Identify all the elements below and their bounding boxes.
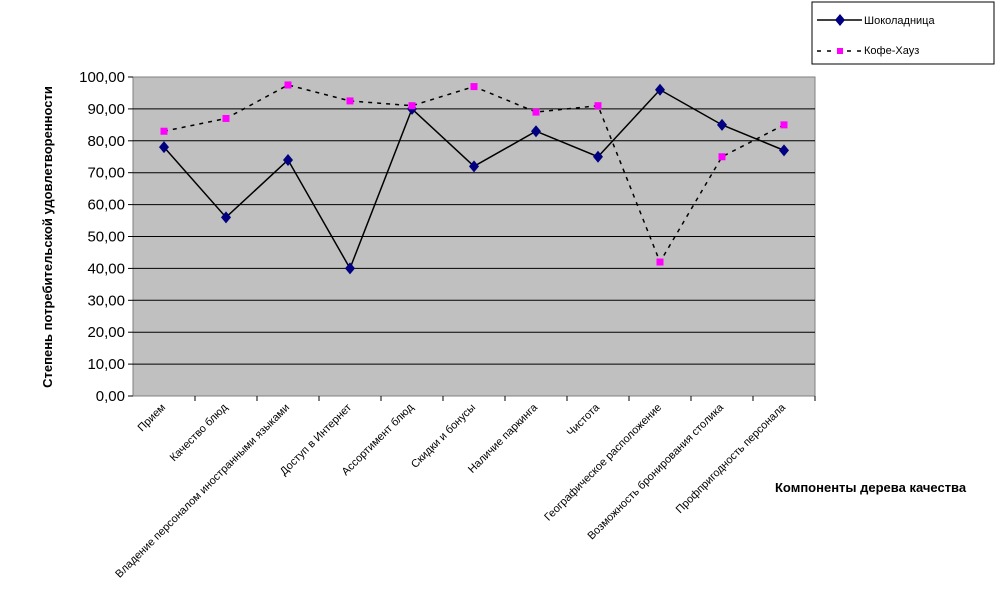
data-point-square: [780, 121, 788, 129]
data-point-square: [532, 108, 540, 116]
data-point-square: [408, 102, 416, 110]
data-point-diamond: [469, 160, 479, 173]
x-tick-label: Качество блюд: [168, 401, 231, 464]
data-point-square: [656, 258, 664, 266]
x-tick-label: Географическое расположение: [542, 402, 664, 524]
data-point-diamond: [531, 125, 541, 138]
y-tick-label: 50,00: [87, 229, 125, 246]
data-point-square: [346, 97, 354, 105]
y-tick-label: 60,00: [87, 197, 125, 214]
y-tick-label: 100,00: [79, 69, 125, 86]
legend: Шоколадница Кофе-Хауз: [811, 1, 995, 65]
y-tick-label: 20,00: [87, 324, 125, 341]
legend-label-shokoladnitsa: Шоколадница: [864, 15, 935, 27]
data-point-square: [284, 81, 292, 89]
data-point-diamond: [159, 141, 169, 154]
y-tick-label: 70,00: [87, 165, 125, 182]
x-tick-label: Скидки и бонусы: [409, 402, 478, 471]
y-tick-label: 10,00: [87, 356, 125, 373]
data-point-diamond: [345, 262, 355, 275]
data-point-diamond: [221, 211, 231, 224]
data-point-diamond: [717, 118, 727, 131]
data-point-square: [470, 83, 478, 91]
data-point-diamond: [779, 144, 789, 157]
data-point-square: [160, 127, 168, 135]
y-tick-label: 40,00: [87, 260, 125, 277]
x-axis-title: Компоненты дерева качества: [775, 480, 967, 495]
y-axis-title: Степень потребительской удовлетворенност…: [40, 86, 55, 388]
legend-label-kofe-hauz: Кофе-Хауз: [864, 45, 919, 57]
data-point-square: [718, 153, 726, 161]
x-tick-label: Профпригодность персонала: [674, 401, 789, 516]
x-tick-label: Наличие паркинга: [466, 401, 541, 476]
data-point-diamond: [655, 83, 665, 96]
y-tick-label: 80,00: [87, 133, 125, 150]
data-point-square: [594, 102, 602, 110]
legend-marker-square-icon: [837, 48, 843, 54]
y-tick-label: 90,00: [87, 101, 125, 118]
x-tick-label: Чистота: [565, 401, 603, 439]
y-tick-label: 0,00: [96, 388, 125, 405]
data-point-diamond: [283, 153, 293, 166]
legend-marker-diamond-icon: [835, 14, 845, 26]
y-tick-label: 30,00: [87, 292, 125, 309]
data-point-diamond: [593, 150, 603, 163]
x-tick-label: Прием: [136, 402, 168, 434]
x-tick-label: Возможность бронирования столика: [585, 401, 726, 542]
data-point-square: [222, 114, 230, 122]
